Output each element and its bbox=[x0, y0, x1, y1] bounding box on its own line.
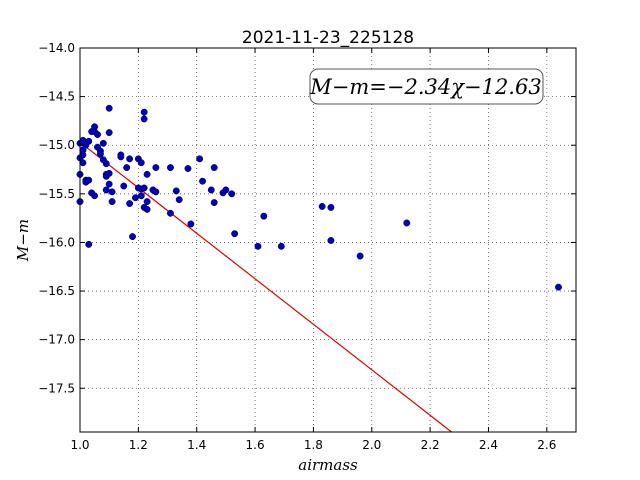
data-point bbox=[117, 153, 125, 161]
x-tick-label: 1.6 bbox=[246, 438, 265, 452]
data-point bbox=[108, 198, 116, 206]
data-point bbox=[327, 203, 335, 211]
y-tick-label: −14.5 bbox=[38, 90, 75, 104]
data-point bbox=[137, 192, 145, 200]
x-tick-label: 1.8 bbox=[304, 438, 323, 452]
tick-layer: 1.0 1.2 1.4 1.6 1.8 2.0 2.2 2.4 2.6 −14.0 −14.5 −15… bbox=[38, 41, 576, 452]
data-point bbox=[187, 220, 195, 228]
x-tick-label: 2.0 bbox=[362, 438, 381, 452]
x-tick-label: 2.2 bbox=[421, 438, 440, 452]
data-point bbox=[99, 139, 107, 147]
fit-equation-annotation: M−m=−2.34χ−12.63 bbox=[309, 75, 541, 99]
y-tick-label: −15.5 bbox=[38, 187, 75, 201]
data-point bbox=[260, 212, 268, 220]
x-tick-label: 1.2 bbox=[129, 438, 148, 452]
data-point bbox=[184, 165, 192, 172]
data-point bbox=[166, 209, 174, 217]
data-point bbox=[105, 129, 113, 137]
data-point bbox=[152, 188, 160, 196]
y-tick-label: −16.0 bbox=[38, 235, 75, 249]
annotation-box bbox=[309, 68, 544, 105]
data-point bbox=[277, 242, 285, 250]
data-point bbox=[199, 177, 206, 185]
data-point bbox=[210, 199, 218, 207]
data-point bbox=[143, 170, 151, 178]
data-point bbox=[140, 108, 148, 116]
x-tick-label: 1.0 bbox=[70, 438, 89, 452]
chart-title: 2021-11-23_225128 bbox=[242, 28, 414, 48]
data-point bbox=[91, 192, 99, 200]
data-point bbox=[175, 196, 183, 204]
data-point bbox=[403, 219, 411, 227]
data-point bbox=[79, 159, 87, 167]
data-point bbox=[140, 184, 148, 192]
data-point bbox=[85, 240, 93, 248]
x-tick-label: 1.4 bbox=[187, 438, 206, 452]
data-point bbox=[356, 252, 364, 260]
y-tick-label: −14.0 bbox=[38, 41, 75, 55]
data-point bbox=[231, 230, 239, 238]
data-point bbox=[105, 180, 113, 188]
data-point bbox=[126, 155, 134, 163]
data-point bbox=[228, 190, 236, 198]
data-point bbox=[318, 203, 326, 210]
data-point bbox=[210, 164, 218, 172]
data-point bbox=[137, 159, 145, 167]
data-point bbox=[207, 186, 215, 194]
data-point bbox=[254, 242, 262, 250]
data-point bbox=[172, 187, 180, 195]
data-point bbox=[94, 131, 101, 138]
data-point bbox=[129, 233, 136, 241]
data-point bbox=[131, 194, 139, 202]
data-point bbox=[85, 176, 93, 184]
data-point bbox=[105, 169, 113, 177]
data-point bbox=[140, 115, 148, 123]
x-tick-label: 2.6 bbox=[537, 438, 556, 452]
points-layer bbox=[76, 104, 562, 291]
data-point bbox=[196, 155, 204, 163]
data-point bbox=[222, 186, 230, 194]
data-point bbox=[108, 188, 116, 196]
y-tick-label: −15.0 bbox=[38, 138, 75, 152]
data-point bbox=[102, 186, 110, 194]
y-tick-label: −16.5 bbox=[38, 284, 75, 298]
data-point bbox=[96, 150, 104, 158]
plot-frame bbox=[79, 47, 577, 433]
data-point bbox=[327, 237, 335, 244]
data-point bbox=[143, 205, 151, 213]
data-point bbox=[143, 198, 151, 206]
data-point bbox=[85, 137, 93, 145]
data-point bbox=[123, 164, 131, 172]
data-point bbox=[126, 200, 134, 207]
data-point bbox=[166, 164, 174, 172]
x-tick-label: 2.4 bbox=[479, 438, 498, 452]
y-axis-label: M−m bbox=[14, 219, 32, 262]
y-tick-label: −17.0 bbox=[38, 333, 75, 347]
y-tick-label: −17.5 bbox=[38, 381, 75, 395]
data-point bbox=[152, 164, 160, 172]
data-point bbox=[105, 104, 113, 112]
x-axis-label: airmass bbox=[298, 456, 358, 474]
data-point bbox=[102, 160, 110, 168]
data-point bbox=[120, 182, 128, 190]
data-point bbox=[555, 283, 562, 291]
